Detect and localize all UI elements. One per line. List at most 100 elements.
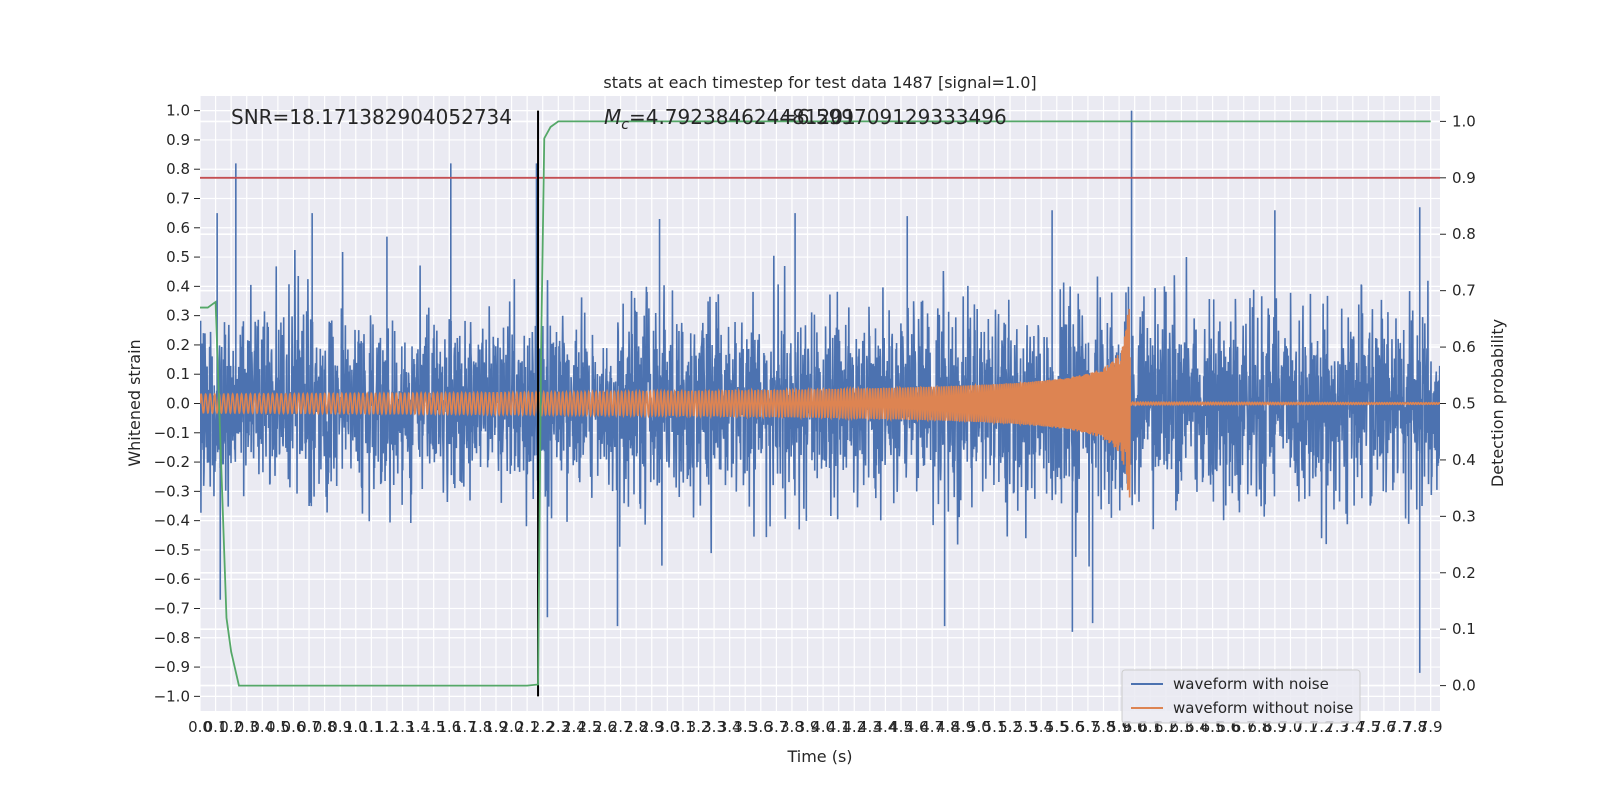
x-tick-label: 1.0: [344, 718, 368, 736]
x-tick-label: 3.2: [687, 718, 711, 736]
x-tick-label: 5.3: [1014, 718, 1038, 736]
series-waveform-with-noise: [200, 110, 1440, 673]
x-tick-label: 5.0: [967, 718, 991, 736]
x-tick-label: 1.4: [406, 718, 430, 736]
series-layer: [200, 110, 1440, 697]
x-tick-label: 4.1: [827, 718, 851, 736]
x-tick-label: 0.0: [188, 718, 212, 736]
x-tick-label: 2.6: [593, 718, 617, 736]
x-tick-label: 3.8: [780, 718, 804, 736]
x-tick-label: 2.7: [609, 718, 633, 736]
x-tick-label: 0.9: [328, 718, 352, 736]
x-tick-label: 3.5: [733, 718, 757, 736]
x-tick-label: 3.7: [764, 718, 788, 736]
y2-tick-labels: 0.0 0.1 0.2 0.3 0.4 0.5 0.6 0.7 0.8 0.9 1.0: [1440, 112, 1476, 695]
legend: waveform with noise waveform without noi…: [1121, 669, 1361, 724]
x-tick-label: 2.3: [546, 718, 570, 736]
x-tick-label: 5.8: [1092, 718, 1116, 736]
x-axis-label: Time (s): [786, 747, 852, 766]
x-tick-label: 4.3: [858, 718, 882, 736]
chart-title: stats at each timestep for test data 148…: [603, 73, 1036, 92]
y-tick-label: 0.1: [166, 365, 190, 383]
y2-tick-label: 0.2: [1452, 564, 1476, 582]
y2-tick-label: 0.1: [1452, 620, 1476, 638]
x-tick-label: 7.7: [1388, 718, 1412, 736]
y2-axis-label: Detection probability: [1488, 319, 1507, 487]
x-tick-label: 2.8: [624, 718, 648, 736]
y-tick-label: 0.7: [166, 190, 190, 208]
x-tick-label: 5.5: [1045, 718, 1069, 736]
y-tick-labels: −1.0 −0.9 −0.8 −0.7 −0.6 −0.5 −0.4 −0.3 −0.2 −0.1…: [154, 102, 200, 705]
y2-tick-label: 0.5: [1452, 395, 1476, 413]
y-tick-label: −0.8: [154, 629, 190, 647]
chirp-mass-value: =4.792384624481201: [629, 105, 856, 129]
x-tick-label: 1.8: [468, 718, 492, 736]
y2-tick-label: 1.0: [1452, 112, 1476, 130]
x-tick-label: 4.5: [889, 718, 913, 736]
x-tick-label: 0.3: [235, 718, 259, 736]
x-tick-label: 2.9: [640, 718, 664, 736]
y-tick-label: 0.6: [166, 219, 190, 237]
y-tick-label: 1.0: [166, 102, 190, 120]
y-tick-label: −0.9: [154, 658, 190, 676]
x-tick-label: 4.8: [936, 718, 960, 736]
series-detection-probability: [200, 120, 1431, 687]
chirp-mass-overlap-annotation: =6.599709129333496: [780, 105, 1007, 129]
y-tick-label: −0.3: [154, 482, 190, 500]
x-tick-label: 0.1: [204, 718, 228, 736]
x-tick-label: 2.0: [500, 718, 524, 736]
y-tick-label: 0.2: [166, 336, 190, 354]
chirp-mass-symbol: M: [604, 105, 621, 129]
x-tick-label: 0.7: [297, 718, 321, 736]
y-tick-label: 0.8: [166, 160, 190, 178]
x-tick-label: 1.2: [375, 718, 399, 736]
x-tick-label: 0.4: [250, 718, 274, 736]
x-tick-label: 3.0: [655, 718, 679, 736]
y2-tick-label: 0.8: [1452, 225, 1476, 243]
y-tick-label: −0.5: [154, 541, 190, 559]
x-tick-label: 5.7: [1076, 718, 1100, 736]
x-tick-label: 4.2: [842, 718, 866, 736]
y-tick-label: −0.1: [154, 424, 190, 442]
x-tick-label: 5.4: [1029, 718, 1053, 736]
x-tick-label: 2.2: [531, 718, 555, 736]
y2-tick-label: 0.3: [1452, 507, 1476, 525]
x-tick-label: 4.9: [951, 718, 975, 736]
x-tick-label: 1.7: [453, 718, 477, 736]
x-tick-label: 5.2: [998, 718, 1022, 736]
y-tick-label: 0.4: [166, 277, 190, 295]
x-tick-label: 4.7: [920, 718, 944, 736]
y-gridlines: [200, 110, 1440, 697]
x-tick-label: 4.6: [905, 718, 929, 736]
legend-label-clean: waveform without noise: [1173, 699, 1353, 717]
y-tick-label: 0.0: [166, 395, 190, 413]
x-tick-label: 1.6: [437, 718, 461, 736]
snr-annotation: SNR=18.171382904052734: [231, 105, 512, 129]
x-tick-label: 7.8: [1403, 718, 1427, 736]
y2-tick-label: 0.7: [1452, 282, 1476, 300]
x-tick-label: 5.6: [1060, 718, 1084, 736]
chirp-mass-annotation: Mc=4.792384624481201: [604, 105, 856, 133]
chirp-mass-subscript: c: [621, 117, 629, 133]
x-tick-label: 7.6: [1372, 718, 1396, 736]
x-tick-label: 2.4: [562, 718, 586, 736]
y2-tick-label: 0.9: [1452, 169, 1476, 187]
legend-box: [1121, 669, 1361, 724]
x-tick-label: 2.5: [578, 718, 602, 736]
series-waveform-without-noise: [200, 308, 1440, 498]
y-axis-label: Whitened strain: [125, 339, 144, 466]
x-tick-label: 7.9: [1419, 718, 1443, 736]
y2-tick-label: 0.4: [1452, 451, 1476, 469]
x-tick-label: 3.9: [796, 718, 820, 736]
x-tick-label: 1.3: [391, 718, 415, 736]
x-tick-label: 3.3: [702, 718, 726, 736]
x-tick-label: 3.1: [671, 718, 695, 736]
x-tick-label: 7.5: [1356, 718, 1380, 736]
x-tick-label: 1.1: [359, 718, 383, 736]
y2-tick-label: 0.0: [1452, 677, 1476, 695]
y-tick-label: −0.7: [154, 600, 190, 618]
x-tick-label: 0.6: [282, 718, 306, 736]
x-tick-label: 0.2: [219, 718, 243, 736]
x-tick-label: 4.4: [873, 718, 897, 736]
